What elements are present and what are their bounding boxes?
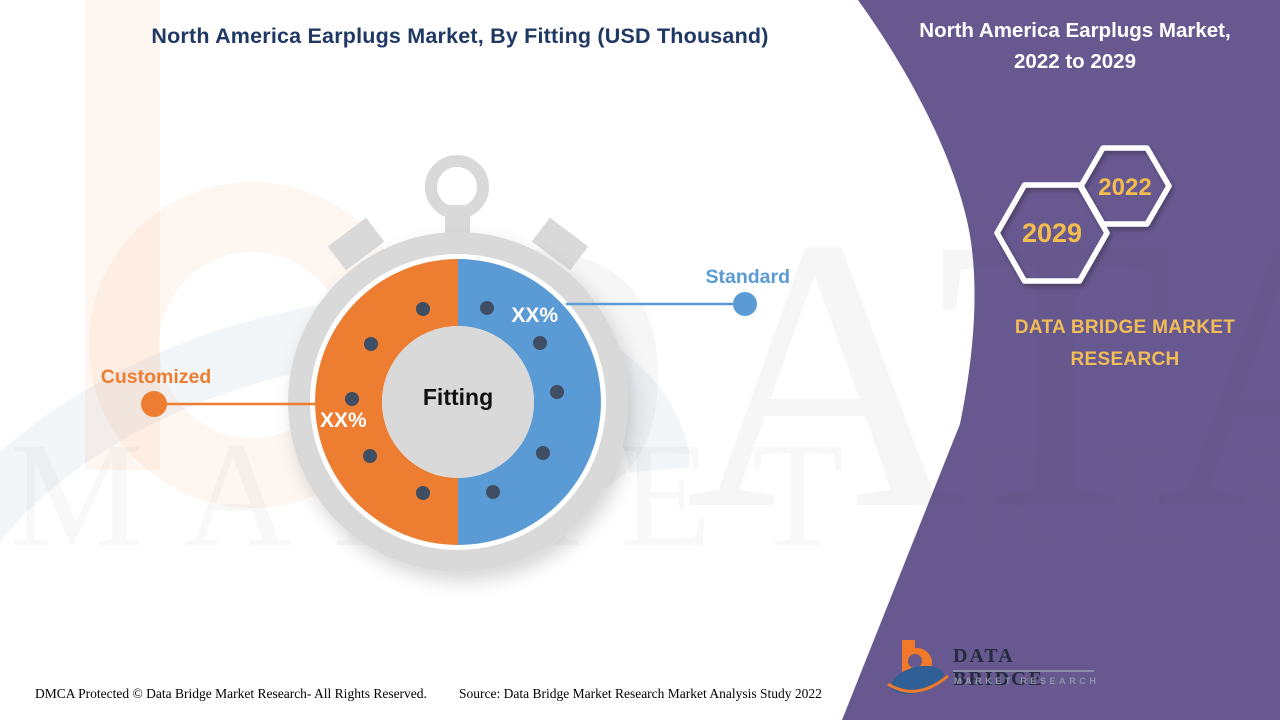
dmca-notice: DMCA Protected © Data Bridge Market Rese… bbox=[35, 686, 427, 701]
tick-dot bbox=[536, 446, 550, 460]
tick-dot bbox=[486, 485, 500, 499]
watermark-line2: MARKET RESEARCH bbox=[10, 412, 1280, 578]
standard-leader-dot bbox=[733, 292, 757, 316]
source-note: Source: Data Bridge Market Research Mark… bbox=[459, 686, 822, 701]
logo-divider bbox=[953, 670, 1094, 672]
year-hexagons bbox=[994, 145, 1172, 284]
tick-dot bbox=[363, 449, 377, 463]
tick-dot bbox=[364, 337, 378, 351]
hexagon-2029 bbox=[994, 182, 1110, 284]
sidebar-heading-line2: 2022 to 2029 bbox=[1014, 50, 1136, 73]
logo-orange-swoosh bbox=[887, 674, 949, 693]
stopwatch-right-button bbox=[531, 217, 589, 271]
tick-dot bbox=[416, 486, 430, 500]
sidebar-panel bbox=[842, 0, 1280, 720]
sidebar-heading: North America Earplugs Market, 2022 to 2… bbox=[880, 15, 1270, 77]
donut-segment-customized bbox=[315, 259, 458, 545]
page-title: North America Earplugs Market, By Fittin… bbox=[151, 24, 769, 48]
legend-label-standard: Standard bbox=[705, 266, 790, 288]
callout-lines bbox=[141, 292, 757, 417]
legend-label-customized: Customized bbox=[100, 366, 212, 388]
customized-leader-dot bbox=[141, 391, 167, 417]
tick-dot bbox=[533, 336, 547, 350]
donut-segment-standard bbox=[458, 259, 601, 545]
donut-chart: XX% XX% bbox=[315, 259, 601, 545]
stopwatch-left-button bbox=[327, 217, 385, 271]
donut-center bbox=[382, 326, 534, 478]
logo-b-bowl-hole bbox=[908, 654, 922, 668]
tick-dot bbox=[550, 385, 564, 399]
tick-dots bbox=[345, 301, 564, 500]
tick-dot bbox=[345, 392, 359, 406]
watermark-b-stem bbox=[85, 0, 160, 470]
hexagon-year-2022: 2022 bbox=[1098, 174, 1152, 201]
logo-subtitle: MARKET RESEARCH bbox=[954, 676, 1100, 686]
hexagon-2022 bbox=[1078, 145, 1172, 227]
tick-dot bbox=[416, 302, 430, 316]
sidebar-heading-line1: North America Earplugs Market, bbox=[919, 19, 1231, 42]
brand-logo-icon bbox=[887, 640, 949, 694]
logo-wordmark: DATA BRIDGE bbox=[953, 645, 1044, 690]
hexagon-year-2029: 2029 bbox=[1021, 218, 1083, 248]
donut-value-label-customized: XX% bbox=[320, 409, 367, 432]
donut-center-label: Fitting bbox=[422, 384, 494, 410]
brand-wordmark-sidebar: DATA BRIDGE MARKET RESEARCH bbox=[1014, 317, 1236, 370]
stopwatch: XX% XX% bbox=[288, 155, 628, 572]
tick-dot bbox=[480, 301, 494, 315]
donut-value-label-standard: XX% bbox=[511, 304, 558, 327]
